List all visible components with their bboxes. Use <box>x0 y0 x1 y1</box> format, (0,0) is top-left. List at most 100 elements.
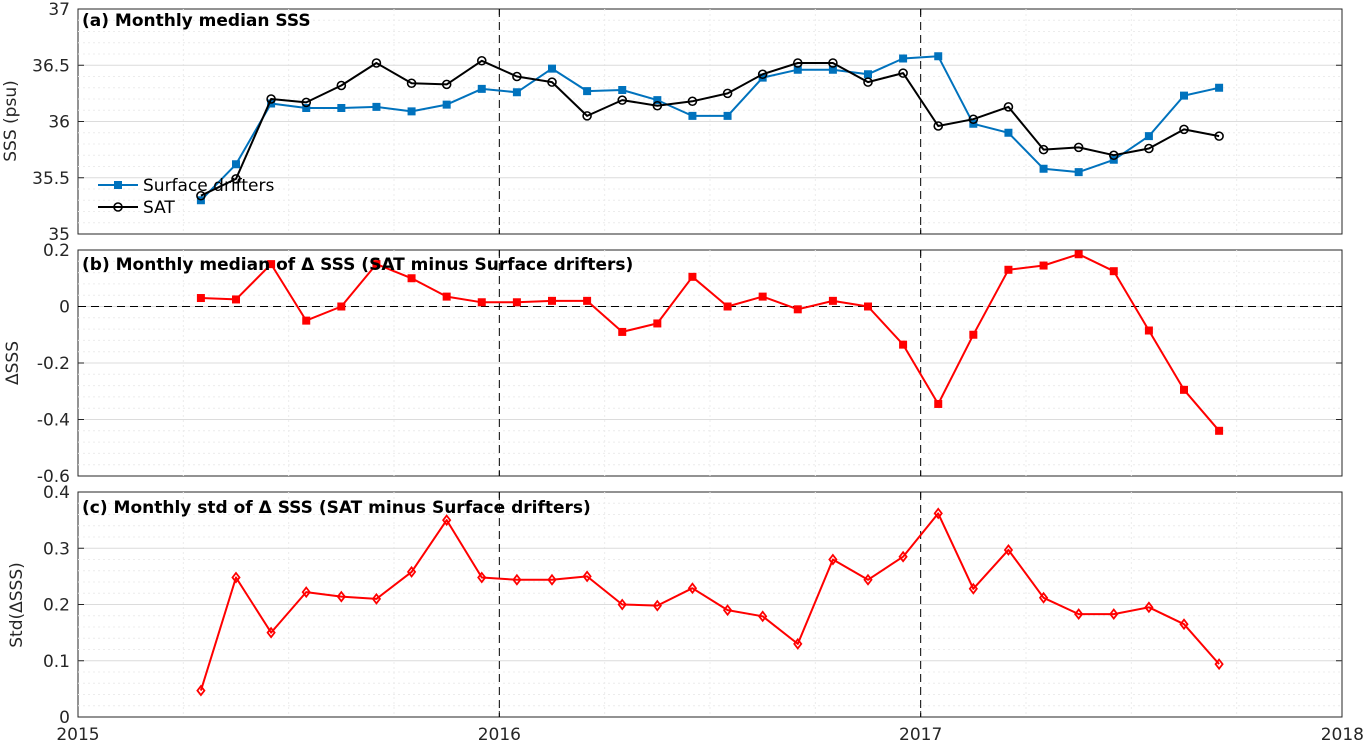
y-tick-label: 36 <box>48 113 70 133</box>
y-tick-label: 0.2 <box>43 596 70 616</box>
data-point <box>617 95 628 105</box>
data-point <box>864 302 872 311</box>
legend: Surface drifters SAT <box>98 176 274 218</box>
data-point <box>406 78 417 89</box>
y-tick-labels-a: 35 35.5 36 36.5 37 <box>32 0 70 245</box>
data-point <box>512 573 522 586</box>
y-tick-label: 37 <box>48 0 70 20</box>
data-point <box>722 88 733 99</box>
data-point <box>371 58 382 68</box>
data-point <box>1004 265 1013 274</box>
panel-c: 0 0.1 0.2 0.3 0.4 (c) Monthly std of Δ SSS (… <box>7 483 1343 728</box>
x-tick-labels: 2015 2016 2017 2018 <box>56 725 1364 745</box>
legend-drifters-label: Surface drifters <box>143 176 274 196</box>
data-point <box>687 96 698 107</box>
y-tick-label: 0.2 <box>43 241 70 261</box>
data-point <box>301 97 312 108</box>
y-axis-label-b: ΔSSS <box>3 341 23 385</box>
data-point <box>583 87 592 96</box>
data-point <box>828 58 838 68</box>
data-point <box>477 298 486 307</box>
data-point <box>828 296 837 305</box>
y-tick-labels-b: -0.6 -0.4 -0.2 0 0.2 <box>37 241 70 487</box>
data-point <box>582 570 592 583</box>
data-point <box>196 684 206 697</box>
series-line-a-0 <box>200 55 1220 201</box>
data-point <box>582 111 592 121</box>
data-point <box>1179 124 1189 135</box>
data-point <box>196 190 206 201</box>
data-point <box>1144 132 1153 141</box>
data-point <box>231 174 241 184</box>
y-tick-label: 36.5 <box>32 56 70 76</box>
data-point <box>337 302 346 311</box>
data-point <box>688 272 697 281</box>
data-point <box>512 88 521 97</box>
data-point <box>1214 131 1224 141</box>
marks-a <box>196 52 1224 205</box>
data-point <box>688 111 697 120</box>
data-point <box>758 610 768 623</box>
y-tick-label: 0.4 <box>43 483 70 503</box>
panel-title-b: (b) Monthly median of Δ SSS (SAT minus S… <box>82 255 633 275</box>
data-point <box>934 399 943 408</box>
data-point <box>723 302 732 311</box>
data-point <box>898 68 908 78</box>
data-point <box>1073 142 1084 153</box>
data-point <box>372 102 381 111</box>
data-point <box>1215 426 1224 435</box>
data-point <box>1038 591 1049 604</box>
data-point <box>828 553 838 566</box>
y-tick-label: -0.2 <box>37 354 70 374</box>
data-point <box>793 637 803 650</box>
data-point <box>302 316 311 325</box>
series-line-b-0 <box>200 253 1220 432</box>
y-tick-label: -0.4 <box>37 411 70 431</box>
data-point <box>1004 128 1013 137</box>
data-point <box>934 52 943 61</box>
marks-b <box>196 250 1224 435</box>
data-point <box>618 327 627 336</box>
data-point <box>1215 83 1224 92</box>
data-point <box>476 55 487 66</box>
data-point <box>407 107 416 116</box>
data-point <box>266 94 276 104</box>
data-point <box>548 64 556 73</box>
reference-lines-b <box>78 250 1342 476</box>
data-point <box>512 298 521 307</box>
data-point <box>968 582 978 595</box>
data-point <box>1074 168 1083 177</box>
data-point <box>477 571 487 584</box>
data-point <box>899 340 908 349</box>
data-point <box>757 69 768 80</box>
y-tick-label: 0.3 <box>43 539 70 559</box>
panel-title-a: (a) Monthly median SSS <box>82 11 311 31</box>
data-point <box>407 274 416 283</box>
data-point <box>618 86 627 94</box>
legend-sat-marker <box>113 202 123 212</box>
data-point <box>652 599 662 612</box>
data-point <box>372 260 381 269</box>
panel-b: -0.6 -0.4 -0.2 0 0.2 (b) Monthly median of Δ… <box>3 241 1343 487</box>
data-point <box>864 70 872 79</box>
data-point <box>653 96 662 105</box>
x-tick-label: 2018 <box>1321 725 1364 745</box>
data-point <box>1144 143 1154 154</box>
data-point <box>969 330 978 339</box>
data-point <box>1108 150 1119 161</box>
legend-drifters-marker <box>114 181 122 189</box>
data-point <box>477 84 486 93</box>
data-point <box>196 294 205 303</box>
data-point <box>933 121 944 131</box>
data-point <box>512 71 522 82</box>
data-point <box>1074 608 1084 621</box>
x-tick-label: 2016 <box>478 725 521 745</box>
data-point <box>1144 326 1153 335</box>
data-point <box>301 586 311 599</box>
data-point <box>652 100 663 111</box>
y-tick-label: 0.1 <box>43 652 70 672</box>
data-point <box>722 604 733 617</box>
data-point <box>406 565 417 578</box>
data-point <box>231 571 241 584</box>
